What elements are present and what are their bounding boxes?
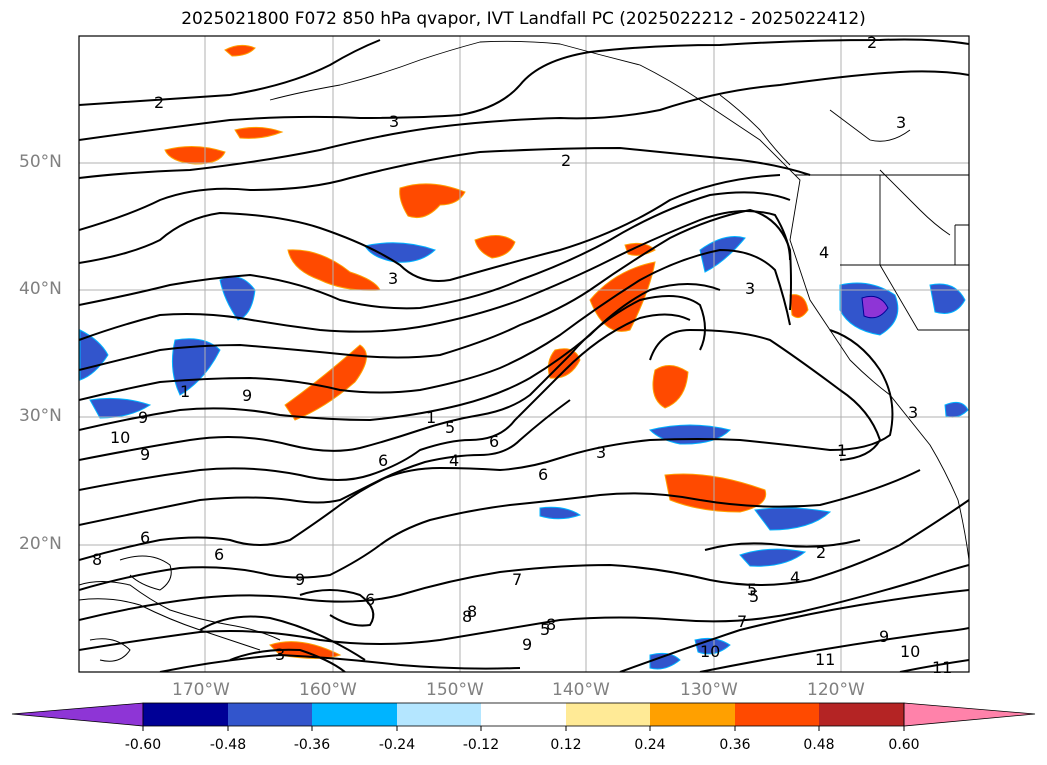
colorbar-segment bbox=[312, 703, 397, 726]
contour-label: 3 bbox=[275, 645, 285, 664]
contour-label: 3 bbox=[896, 113, 906, 132]
contour-label: 11 bbox=[815, 650, 835, 669]
contour-label: 5 bbox=[540, 620, 550, 639]
contour-label: 6 bbox=[489, 432, 499, 451]
colorbar-tick-label: 0.12 bbox=[550, 737, 582, 753]
contour-label: 8 bbox=[467, 602, 477, 621]
contour-label: 8 bbox=[92, 550, 102, 569]
contour-label: 6 bbox=[378, 451, 388, 470]
contour-label: 9 bbox=[295, 570, 305, 589]
lat-label: 50°N bbox=[19, 152, 62, 172]
lon-label: 150°W bbox=[426, 680, 484, 700]
colorbar-segment bbox=[228, 703, 312, 726]
figure-title: 2025021800 F072 850 hPa qvapor, IVT Land… bbox=[181, 9, 866, 29]
contour-label: 2 bbox=[154, 93, 164, 112]
contour-label: 10 bbox=[700, 642, 720, 661]
colorbar-tick-label: -0.60 bbox=[124, 737, 162, 753]
contour-label: 9 bbox=[522, 635, 532, 654]
colorbar-segment bbox=[481, 703, 566, 726]
colorbar-segment bbox=[735, 703, 819, 726]
contour-label: 4 bbox=[449, 451, 459, 470]
colorbar-tick-label: -0.36 bbox=[293, 737, 331, 753]
colorbar-tick-label: -0.24 bbox=[378, 737, 416, 753]
contour-label: 4 bbox=[819, 243, 829, 262]
contour-label: 8 bbox=[546, 615, 556, 634]
colorbar bbox=[11, 702, 1036, 731]
ivt-contours bbox=[79, 38, 969, 672]
contour-label: 3 bbox=[908, 403, 918, 422]
contour-labels: 2 3 2 3 2 3 3 1 4 5 6 6 6 3 9 10 9 1 6 8… bbox=[92, 33, 952, 677]
contour-label: 1 bbox=[426, 408, 436, 427]
contour-label: 3 bbox=[745, 279, 755, 298]
lat-label: 20°N bbox=[19, 534, 62, 554]
contour-label: 3 bbox=[388, 269, 398, 288]
contour-label: 1 bbox=[180, 382, 190, 401]
colorbar-high-extension bbox=[903, 702, 1036, 727]
contour-label: 7 bbox=[512, 570, 522, 589]
contour-label: 2 bbox=[561, 151, 571, 170]
lon-label: 130°W bbox=[680, 680, 738, 700]
colorbar-segment bbox=[819, 703, 904, 726]
colorbar-tick-label: -0.48 bbox=[209, 737, 247, 753]
colorbar-segment bbox=[397, 703, 481, 726]
contour-label: 1 bbox=[837, 441, 847, 460]
contour-label: 6 bbox=[140, 528, 150, 547]
contour-label: 5 bbox=[749, 587, 759, 606]
contour-label: 2 bbox=[816, 543, 826, 562]
lon-label: 160°W bbox=[299, 680, 357, 700]
contour-label: 9 bbox=[242, 386, 252, 405]
thin-contours bbox=[79, 555, 281, 662]
coastlines bbox=[269, 40, 969, 561]
contour-label: 10 bbox=[110, 428, 130, 447]
contour-label: 6 bbox=[214, 545, 224, 564]
lon-label: 170°W bbox=[172, 680, 230, 700]
contour-label: 9 bbox=[140, 445, 150, 464]
colorbar-segment bbox=[566, 703, 650, 726]
lon-label: 140°W bbox=[552, 680, 610, 700]
contour-label: 11 bbox=[932, 658, 952, 677]
contour-label: 5 bbox=[747, 580, 757, 599]
colorbar-segment bbox=[143, 703, 228, 726]
lat-label: 30°N bbox=[19, 406, 62, 426]
colorbar-low-extension bbox=[11, 702, 144, 727]
lon-label: 120°W bbox=[807, 680, 865, 700]
contour-label: 9 bbox=[879, 627, 889, 646]
colorbar-tick-label: 0.24 bbox=[634, 737, 666, 753]
colorbar-tick-label: 0.36 bbox=[719, 737, 751, 753]
contour-label: 10 bbox=[900, 642, 920, 661]
map-frame bbox=[78, 35, 970, 673]
colorbar-tick-label: 0.60 bbox=[888, 737, 920, 753]
colorbar-segment bbox=[650, 703, 735, 726]
contour-label: 3 bbox=[596, 443, 606, 462]
colorbar-tick-label: -0.12 bbox=[462, 737, 500, 753]
contour-label: 6 bbox=[365, 590, 375, 609]
contour-label: 2 bbox=[867, 33, 877, 52]
contour-label: 6 bbox=[538, 465, 548, 484]
contour-label: 8 bbox=[462, 607, 472, 626]
contour-label: 5 bbox=[445, 418, 455, 437]
contour-label: 7 bbox=[737, 612, 747, 631]
contour-label: 3 bbox=[389, 112, 399, 131]
contour-label: 9 bbox=[138, 408, 148, 427]
colorbar-tick-label: 0.48 bbox=[803, 737, 835, 753]
contour-label: 4 bbox=[790, 568, 800, 587]
lat-label: 40°N bbox=[19, 279, 62, 299]
